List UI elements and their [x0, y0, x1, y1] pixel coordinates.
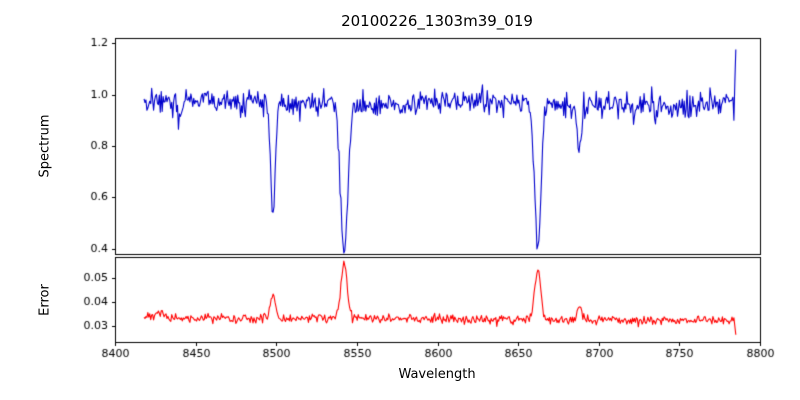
error-y-axis-label: Error	[37, 284, 53, 316]
spectrum-y-axis-label: Spectrum	[37, 114, 53, 178]
chart-title: 20100226_1303m39_019	[341, 12, 533, 30]
x-axis-label: Wavelength	[398, 367, 476, 382]
